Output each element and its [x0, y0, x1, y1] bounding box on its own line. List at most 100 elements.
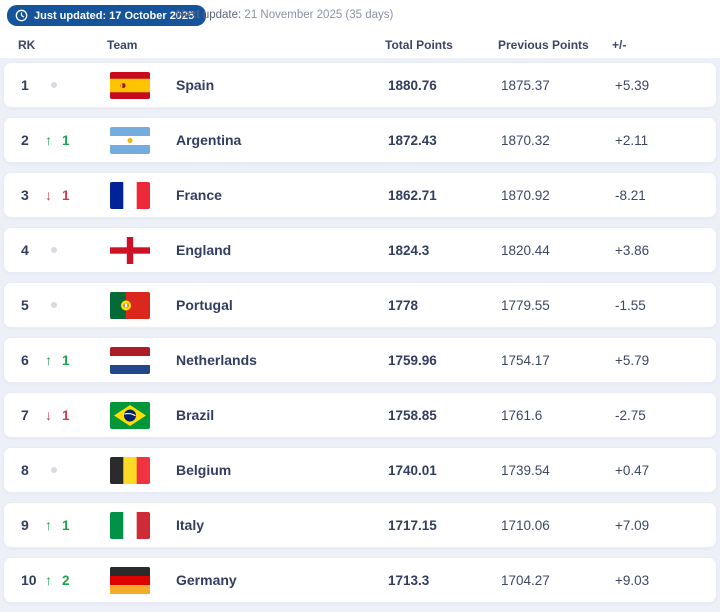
team-name: Germany — [176, 572, 237, 588]
table-header-row: RK Team Total Points Previous Points +/- — [0, 36, 720, 54]
team-name: Argentina — [176, 132, 242, 148]
rank-movement: ↓ 1 — [45, 407, 110, 423]
movement-count: 1 — [62, 187, 70, 203]
previous-points-value: 1870.92 — [501, 187, 550, 203]
no-change-dot-icon — [51, 82, 57, 88]
rank-number: 3 — [21, 187, 29, 203]
table-row[interactable]: 1 Spain 1880.76 1875.37 +5.39 — [3, 62, 717, 108]
arrow-up-icon: ↑ — [45, 132, 52, 148]
flag-england-icon — [110, 236, 150, 264]
points-change-value: +7.09 — [615, 517, 650, 533]
team-name: England — [176, 242, 232, 258]
flag-belgium-icon — [110, 456, 150, 484]
movement-count: 1 — [62, 132, 70, 148]
table-row[interactable]: 7 ↓ 1 Brazil 1758.85 1761.6 -2.75 — [3, 392, 717, 438]
rank-movement: ↑ 1 — [45, 517, 110, 533]
previous-points-value: 1761.6 — [501, 407, 543, 423]
previous-points-value: 1779.55 — [501, 297, 550, 313]
no-change-dot-icon — [51, 302, 57, 308]
arrow-up-icon: ↑ — [45, 572, 52, 588]
rank-number: 7 — [21, 407, 29, 423]
flag-germany-icon — [110, 566, 150, 594]
total-points-value: 1740.01 — [388, 462, 437, 478]
movement-count: 1 — [62, 352, 70, 368]
flag-netherlands-icon — [110, 346, 150, 374]
points-change-value: -8.21 — [615, 187, 646, 203]
no-change-dot-icon — [51, 467, 57, 473]
flag-italy-icon — [110, 511, 150, 539]
header-rank: RK — [18, 38, 36, 52]
table-row[interactable]: 5 Portugal 1778 1779.55 -1.55 — [3, 282, 717, 328]
rank-number: 5 — [21, 297, 29, 313]
rank-number: 2 — [21, 132, 29, 148]
previous-points-value: 1710.06 — [501, 517, 550, 533]
total-points-value: 1778 — [388, 297, 419, 313]
table-row[interactable]: 6 ↑ 1 Netherlands 1759.96 1754.17 +5.79 — [3, 337, 717, 383]
previous-points-value: 1754.17 — [501, 352, 550, 368]
points-change-value: -2.75 — [615, 407, 646, 423]
points-change-value: +3.86 — [615, 242, 650, 258]
rank-movement — [45, 247, 110, 253]
arrow-up-icon: ↑ — [45, 352, 52, 368]
total-points-value: 1759.96 — [388, 352, 437, 368]
total-points-value: 1862.71 — [388, 187, 437, 203]
rank-movement — [45, 82, 110, 88]
team-name: France — [176, 187, 222, 203]
table-row[interactable]: 2 ↑ 1 Argentina 1872.43 1870.32 +2.11 — [3, 117, 717, 163]
points-change-value: +5.79 — [615, 352, 650, 368]
next-update-value: 21 November 2025 (35 days) — [244, 9, 394, 21]
table-row[interactable]: 10 ↑ 2 Germany 1713.3 1704.27 +9.03 — [3, 557, 717, 603]
team-name: Portugal — [176, 297, 233, 313]
rank-movement: ↑ 1 — [45, 352, 110, 368]
arrow-down-icon: ↓ — [45, 187, 52, 203]
next-update-label: Next update: — [176, 9, 242, 21]
rank-movement: ↑ 2 — [45, 572, 110, 588]
flag-spain-icon — [110, 71, 150, 99]
update-banner: Just updated: 17 October 2025 Next updat… — [0, 0, 720, 58]
movement-count: 1 — [62, 407, 70, 423]
table-row[interactable]: 8 Belgium 1740.01 1739.54 +0.47 — [3, 447, 717, 493]
rank-number: 10 — [21, 572, 37, 588]
rank-movement: ↓ 1 — [45, 187, 110, 203]
total-points-value: 1717.15 — [388, 517, 437, 533]
next-update-text: Next update: 21 November 2025 (35 days) — [176, 9, 393, 21]
flag-argentina-icon — [110, 126, 150, 154]
header-previous-points: Previous Points — [498, 38, 589, 52]
points-change-value: +9.03 — [615, 572, 650, 588]
total-points-value: 1872.43 — [388, 132, 437, 148]
flag-portugal-icon — [110, 291, 150, 319]
points-change-value: +2.11 — [615, 132, 649, 148]
total-points-value: 1880.76 — [388, 77, 437, 93]
arrow-down-icon: ↓ — [45, 407, 52, 423]
no-change-dot-icon — [51, 247, 57, 253]
just-updated-badge: Just updated: 17 October 2025 — [7, 5, 207, 26]
rank-number: 8 — [21, 462, 29, 478]
rank-movement — [45, 302, 110, 308]
movement-count: 1 — [62, 517, 70, 533]
rank-number: 1 — [21, 77, 29, 93]
points-change-value: +0.47 — [615, 462, 650, 478]
team-name: Belgium — [176, 462, 232, 478]
previous-points-value: 1875.37 — [501, 77, 550, 93]
table-row[interactable]: 3 ↓ 1 France 1862.71 1870.92 -8.21 — [3, 172, 717, 218]
team-name: Spain — [176, 77, 215, 93]
total-points-value: 1824.3 — [388, 242, 430, 258]
header-change: +/- — [612, 38, 627, 52]
points-change-value: +5.39 — [615, 77, 650, 93]
previous-points-value: 1704.27 — [501, 572, 550, 588]
rankings-list: 1 Spain 1880.76 1875.37 +5.39 2 ↑ 1 Argen… — [3, 62, 717, 612]
total-points-value: 1713.3 — [388, 572, 430, 588]
rank-number: 6 — [21, 352, 29, 368]
team-name: Italy — [176, 517, 205, 533]
rank-movement — [45, 467, 110, 473]
movement-count: 2 — [62, 572, 70, 588]
table-row[interactable]: 4 England 1824.3 1820.44 +3.86 — [3, 227, 717, 273]
clock-icon — [15, 9, 28, 22]
table-row[interactable]: 9 ↑ 1 Italy 1717.15 1710.06 +7.09 — [3, 502, 717, 548]
team-name: Brazil — [176, 407, 215, 423]
flag-brazil-icon — [110, 401, 150, 429]
flag-france-icon — [110, 181, 150, 209]
rank-number: 4 — [21, 242, 29, 258]
total-points-value: 1758.85 — [388, 407, 437, 423]
